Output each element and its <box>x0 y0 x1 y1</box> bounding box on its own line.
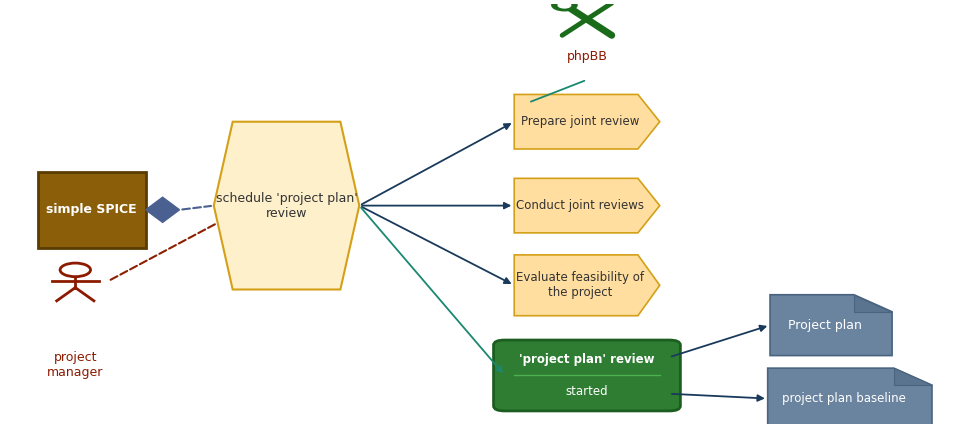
Polygon shape <box>854 295 892 312</box>
Polygon shape <box>514 255 660 316</box>
FancyBboxPatch shape <box>37 172 146 247</box>
Polygon shape <box>770 295 892 356</box>
Text: 'project plan' review: 'project plan' review <box>519 353 654 366</box>
Polygon shape <box>514 178 660 233</box>
Text: Prepare joint review: Prepare joint review <box>521 115 640 128</box>
FancyBboxPatch shape <box>493 340 680 411</box>
Text: project
manager: project manager <box>47 351 103 379</box>
Text: phpBB: phpBB <box>566 50 607 63</box>
Polygon shape <box>146 197 179 223</box>
Text: Evaluate feasibility of
the project: Evaluate feasibility of the project <box>516 271 645 299</box>
Circle shape <box>552 0 577 11</box>
Text: project plan baseline: project plan baseline <box>782 392 906 405</box>
Polygon shape <box>767 368 932 428</box>
Polygon shape <box>214 122 359 289</box>
Polygon shape <box>894 368 932 385</box>
Circle shape <box>559 2 571 8</box>
Text: simple SPICE: simple SPICE <box>46 203 137 216</box>
Polygon shape <box>514 95 660 149</box>
Text: schedule 'project plan'
review: schedule 'project plan' review <box>216 192 357 220</box>
Text: Project plan: Project plan <box>788 319 862 332</box>
Text: started: started <box>565 385 608 398</box>
Text: Conduct joint reviews: Conduct joint reviews <box>516 199 645 212</box>
